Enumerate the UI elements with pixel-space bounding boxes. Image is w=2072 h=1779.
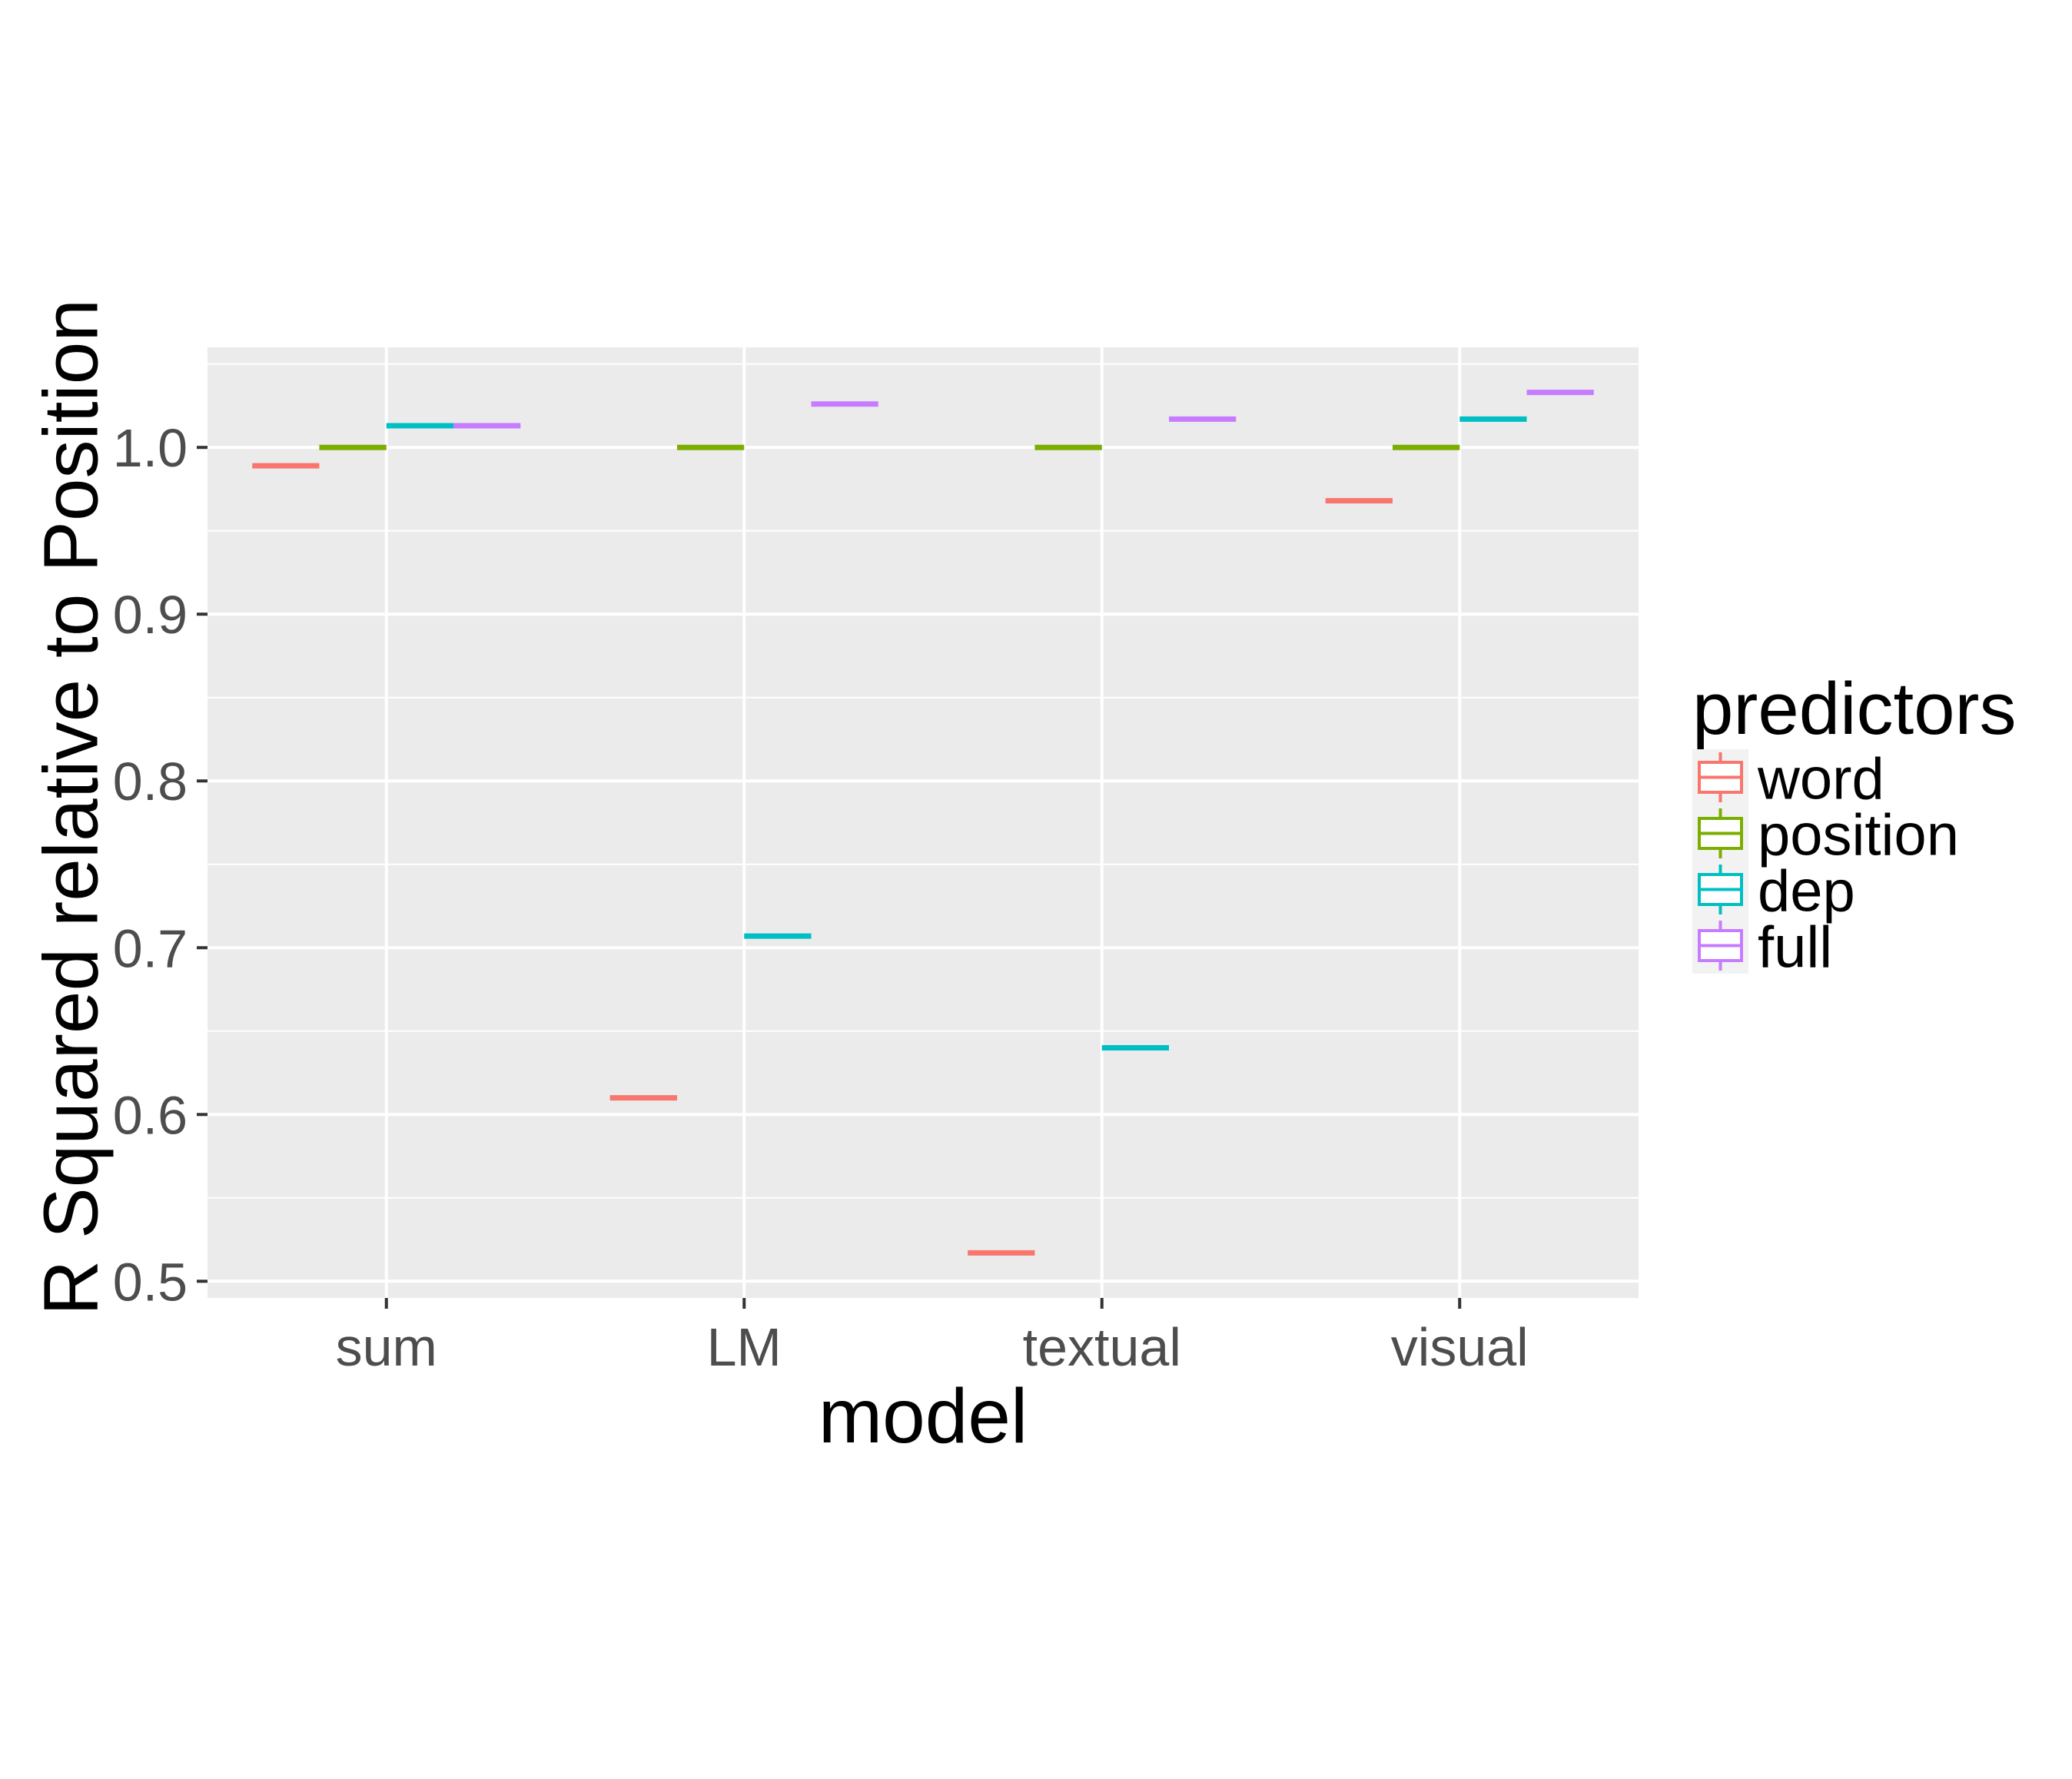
y-tick-label: 0.8 — [113, 752, 188, 812]
x-tick-label: visual — [1391, 1317, 1529, 1377]
legend-title: predictors — [1692, 668, 2017, 750]
legend-label-full: full — [1758, 915, 1832, 981]
y-tick-label: 0.5 — [113, 1252, 188, 1312]
x-tick-label: sum — [336, 1317, 437, 1377]
data-marks — [252, 390, 1594, 1256]
y-axis-title: R Squared relative to Position — [28, 299, 114, 1316]
y-axis: 0.5 0.6 0.7 0.8 0.9 1.0 — [113, 418, 208, 1312]
x-axis-title: model — [819, 1373, 1028, 1459]
x-tick-label: textual — [1023, 1317, 1181, 1377]
y-tick-label: 1.0 — [113, 418, 188, 478]
y-tick-label: 0.6 — [113, 1085, 188, 1145]
grid-major — [208, 347, 1639, 1298]
plot-panel — [208, 347, 1639, 1298]
legend-label-word: word — [1757, 747, 1884, 812]
x-tick-label: LM — [707, 1317, 782, 1377]
y-tick-label: 0.9 — [113, 585, 188, 645]
x-axis: sum LM textual visual — [336, 1298, 1529, 1377]
grid-minor — [208, 363, 1639, 1199]
legend-label-dep: dep — [1758, 859, 1855, 924]
y-tick-label: 0.7 — [113, 918, 188, 978]
legend-label-position: position — [1758, 803, 1959, 868]
